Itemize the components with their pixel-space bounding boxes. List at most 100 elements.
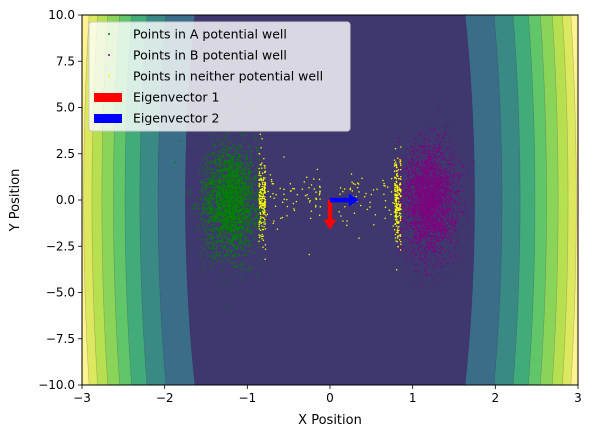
data-point xyxy=(411,212,414,215)
data-point xyxy=(251,171,254,173)
data-point xyxy=(224,141,227,143)
data-point xyxy=(218,190,221,193)
data-point xyxy=(204,157,206,160)
data-point xyxy=(234,185,236,188)
data-point xyxy=(245,250,248,253)
data-point xyxy=(413,218,415,221)
data-point xyxy=(447,159,450,162)
data-point xyxy=(429,235,432,237)
data-point xyxy=(217,154,220,157)
data-point xyxy=(428,180,430,182)
data-point xyxy=(212,241,215,243)
data-point xyxy=(214,209,216,212)
data-point xyxy=(212,232,214,234)
data-point xyxy=(245,231,247,234)
data-point xyxy=(445,182,447,184)
data-point xyxy=(225,189,228,191)
data-point xyxy=(255,216,258,219)
data-point xyxy=(203,263,205,265)
data-point xyxy=(431,217,434,220)
data-point xyxy=(232,171,234,173)
data-point xyxy=(405,179,408,182)
data-point xyxy=(242,247,244,249)
data-point xyxy=(460,174,462,177)
data-point xyxy=(210,178,213,180)
data-point xyxy=(456,172,459,175)
data-point xyxy=(436,236,438,239)
data-point xyxy=(210,173,213,175)
data-point xyxy=(412,201,414,204)
data-point xyxy=(207,203,209,206)
data-point xyxy=(403,237,405,239)
data-point xyxy=(233,178,236,181)
data-point xyxy=(409,151,411,154)
data-point xyxy=(209,216,212,219)
data-point xyxy=(427,147,429,149)
data-point xyxy=(203,207,206,210)
data-point xyxy=(233,153,235,155)
data-point xyxy=(402,195,405,197)
data-point xyxy=(255,227,257,229)
data-point xyxy=(215,202,218,204)
data-point xyxy=(235,158,238,161)
data-point xyxy=(432,216,435,219)
data-point xyxy=(221,202,224,204)
data-point xyxy=(223,246,226,249)
data-point xyxy=(448,184,450,186)
data-point xyxy=(446,230,449,233)
data-point xyxy=(221,143,224,146)
data-point xyxy=(437,147,439,150)
data-point xyxy=(212,143,215,146)
data-point xyxy=(248,173,250,176)
data-point xyxy=(219,239,222,242)
data-point xyxy=(242,169,244,171)
data-point xyxy=(454,256,457,258)
data-point xyxy=(238,145,240,147)
data-point xyxy=(218,192,220,195)
data-point xyxy=(219,159,222,161)
data-point xyxy=(418,196,421,199)
data-point xyxy=(444,132,446,135)
data-point xyxy=(240,191,242,194)
data-point xyxy=(225,135,227,137)
data-point xyxy=(447,182,450,185)
data-point xyxy=(415,185,417,188)
data-point xyxy=(236,184,238,186)
data-point xyxy=(408,181,411,183)
data-point xyxy=(241,172,243,174)
data-point xyxy=(245,133,247,135)
data-point xyxy=(223,180,225,183)
data-point xyxy=(255,212,257,214)
data-point xyxy=(208,218,211,221)
data-point xyxy=(410,203,413,205)
data-point xyxy=(436,162,439,165)
data-point xyxy=(449,193,452,195)
data-point xyxy=(230,184,232,187)
data-point xyxy=(234,201,236,204)
data-point xyxy=(438,134,441,136)
data-point xyxy=(212,219,215,222)
data-point xyxy=(234,218,236,220)
data-point xyxy=(403,193,406,196)
data-point xyxy=(236,145,239,148)
data-point xyxy=(403,158,406,161)
data-point xyxy=(245,194,248,196)
data-point xyxy=(212,196,214,199)
data-point xyxy=(248,221,251,223)
data-point xyxy=(226,204,229,207)
data-point xyxy=(232,245,235,248)
data-point xyxy=(227,169,229,172)
data-point xyxy=(216,237,219,240)
data-point xyxy=(218,228,220,231)
data-point xyxy=(433,188,435,191)
data-point xyxy=(223,196,225,198)
data-point xyxy=(202,209,204,212)
data-point xyxy=(196,230,199,232)
data-point xyxy=(229,199,232,201)
data-point xyxy=(256,215,259,217)
data-point xyxy=(438,226,440,229)
data-point xyxy=(227,175,230,177)
data-point xyxy=(211,229,214,232)
data-point xyxy=(454,248,457,250)
data-point xyxy=(429,153,432,155)
